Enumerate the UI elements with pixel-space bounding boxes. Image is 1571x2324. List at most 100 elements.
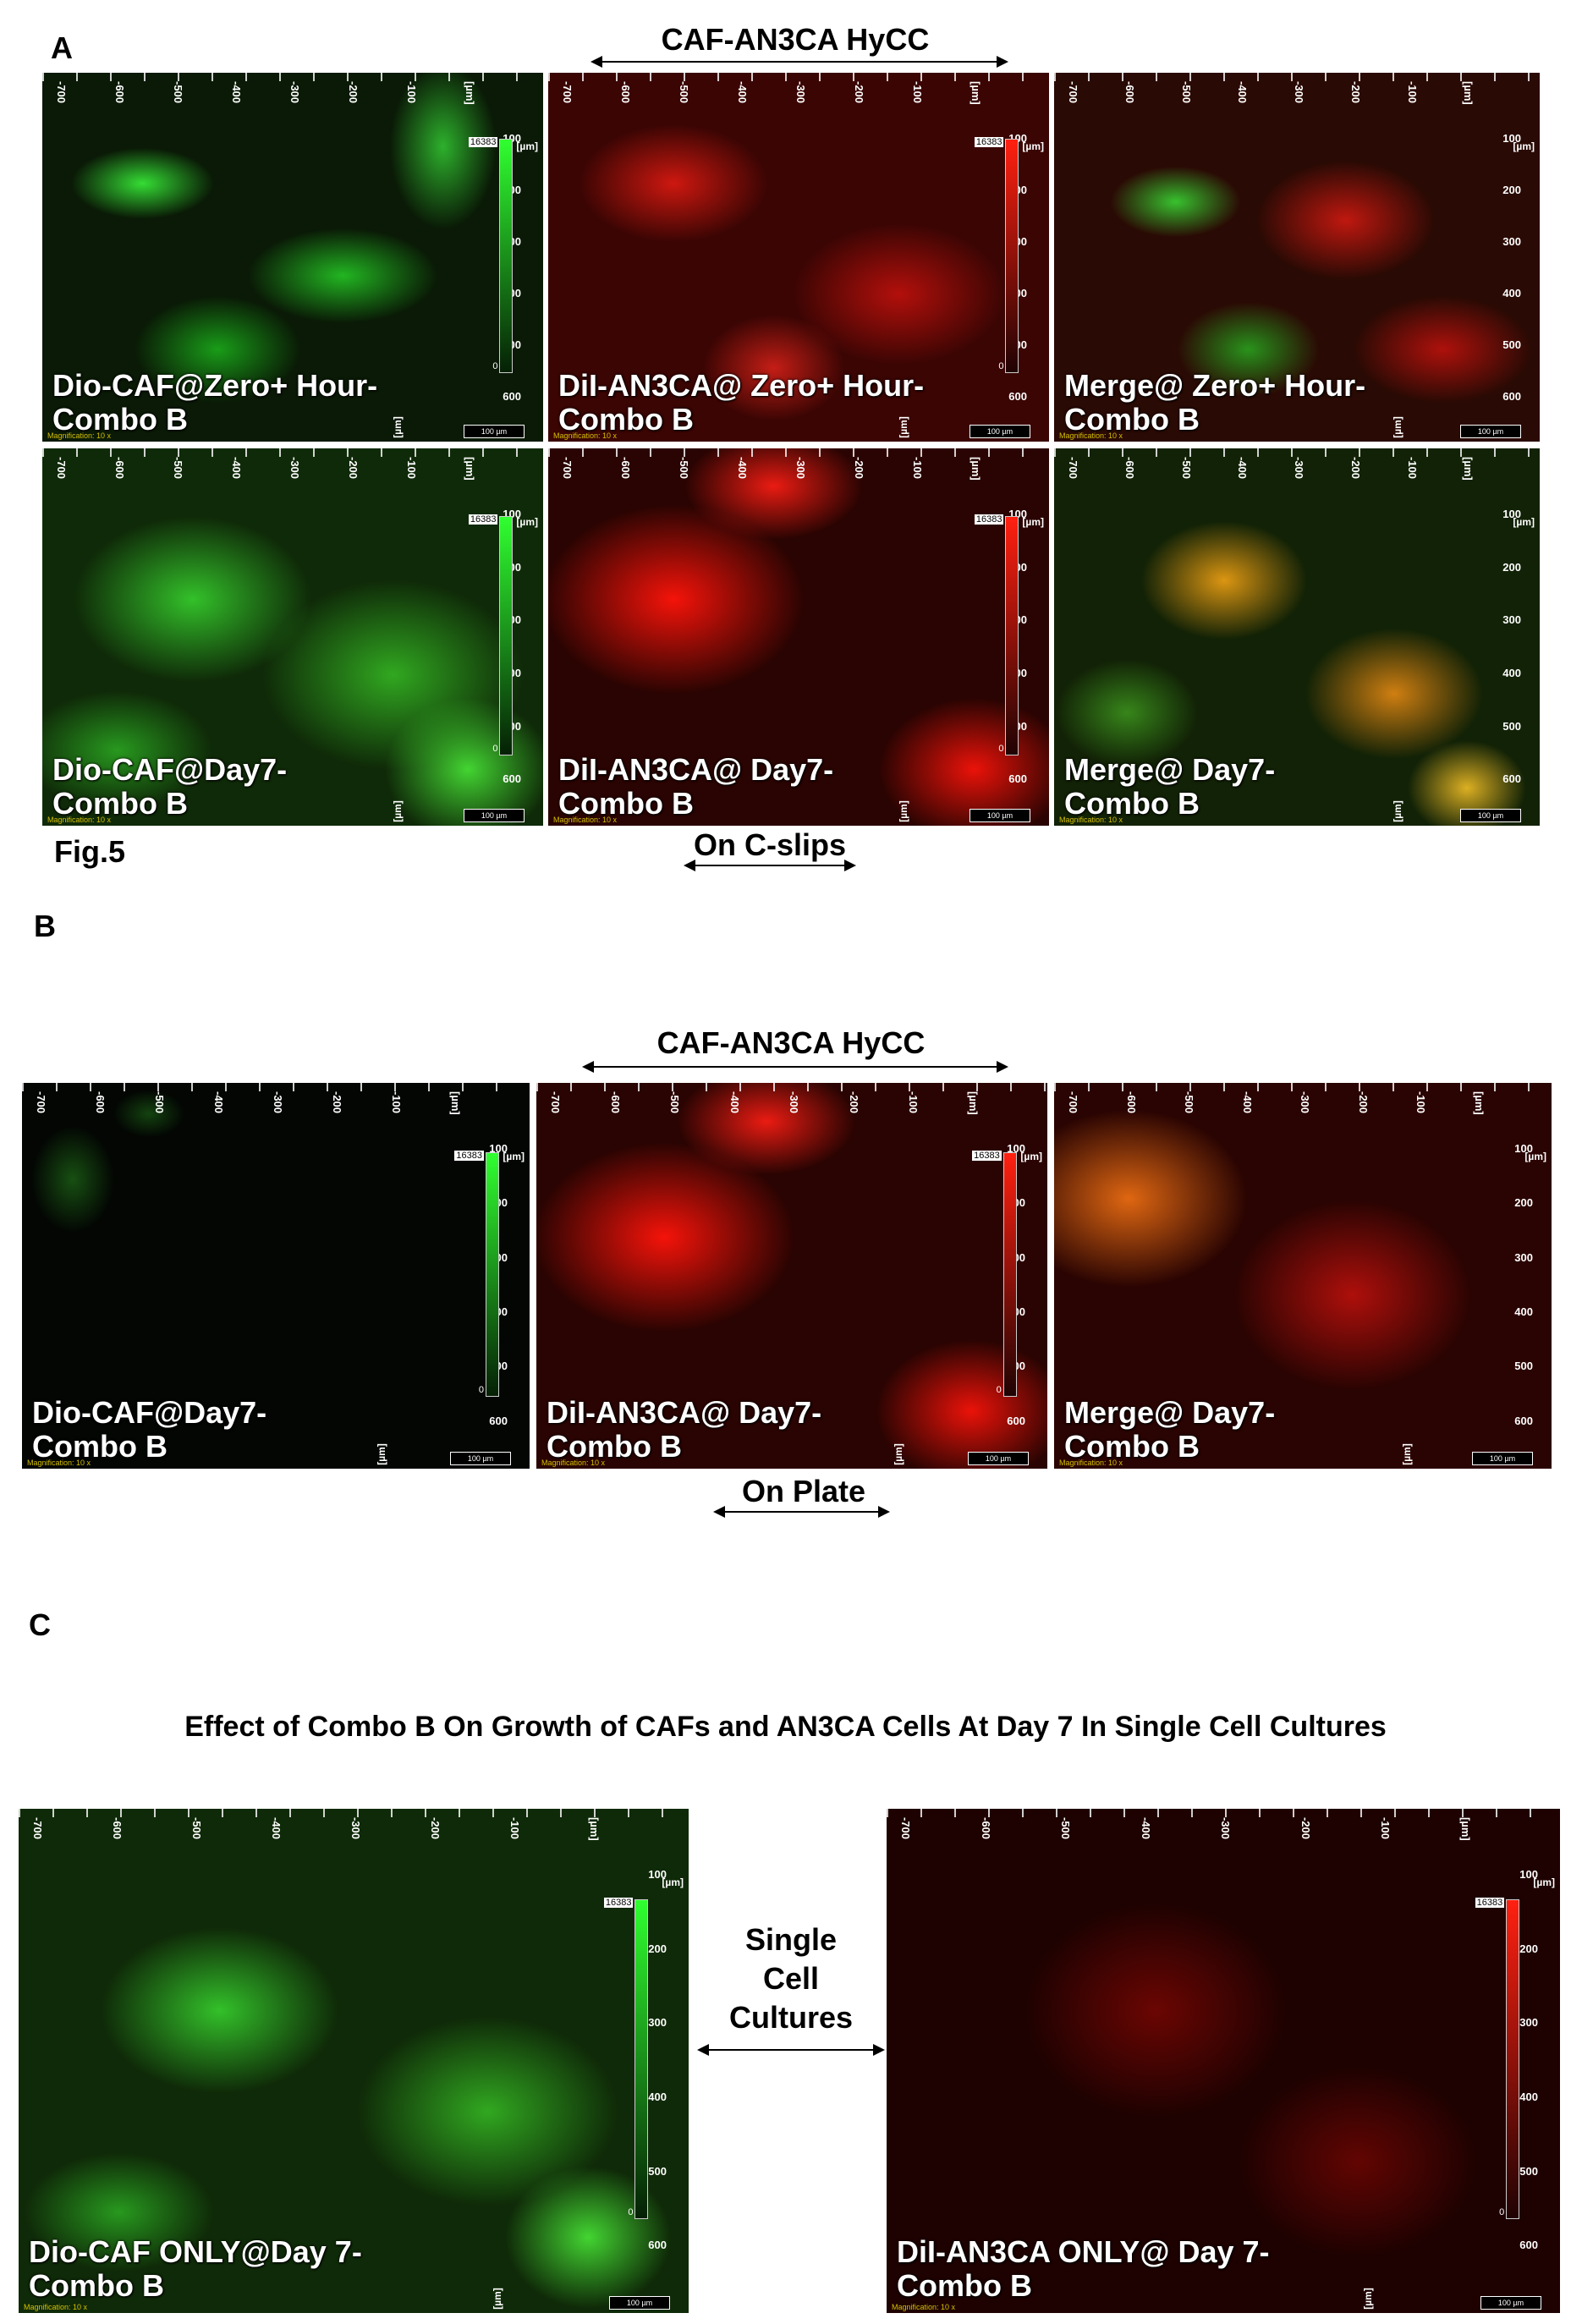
magnification-label: Magnification: 10 x	[541, 1459, 606, 1467]
top-tick-label: -500	[153, 1091, 166, 1114]
unit-label: [µm]	[1022, 140, 1044, 152]
right-tick-label: 400	[1514, 1305, 1533, 1318]
top-tick-label: -200	[1349, 81, 1362, 104]
unit-label: [µm]	[1020, 1151, 1042, 1162]
unit-label: [µm]	[516, 516, 538, 528]
top-tick-label: -500	[668, 1091, 681, 1114]
single-cell-cultures-label: Single Cell Cultures	[706, 1920, 876, 2037]
right-tick-label: 300	[1502, 235, 1521, 248]
right-tick-label: 500	[1514, 1360, 1533, 1373]
top-tick-label: [µm]	[464, 457, 476, 481]
top-tick-label: -600	[979, 1817, 992, 1840]
top-tick-label: -500	[1179, 81, 1193, 104]
magnification-label: Magnification: 10 x	[553, 816, 618, 824]
right-tick-label: 100	[1514, 1142, 1533, 1155]
panel-a-dio-caf-zero: -700-600-500-400-300-200-100[µm]10020030…	[42, 73, 543, 442]
top-tick-label: -500	[1183, 1091, 1195, 1114]
top-tick-label: [µm]	[970, 457, 982, 481]
magnification-label: Magnification: 10 x	[1059, 431, 1123, 440]
top-tick-label: -300	[1219, 1817, 1232, 1840]
right-tick-label: 400	[648, 2091, 667, 2103]
intensity-scale-bar	[1005, 516, 1019, 756]
top-tick-label: -700	[1067, 81, 1079, 104]
top-tick-label: -600	[113, 81, 126, 104]
section-b-footer-arrow	[713, 1506, 890, 1518]
section-b-header: CAF-AN3CA HyCC	[656, 1025, 926, 1060]
unit-label-bottom: [µm]	[893, 1443, 905, 1465]
section-b-header-arrow	[582, 1061, 1008, 1073]
panel-caption-line-2: Combo B	[558, 786, 694, 821]
top-tick-label: -300	[1299, 1091, 1311, 1114]
section-label-a: A	[51, 30, 73, 65]
unit-label-bottom: [µm]	[1361, 2288, 1374, 2310]
panel-caption-line-1: Dio-CAF ONLY@Day 7-	[29, 2234, 362, 2269]
intensity-min-label: 0	[1499, 2206, 1505, 2217]
panel-caption: Merge@ Zero+ Hour- Combo B	[1064, 369, 1365, 437]
right-tick-label: 400	[1502, 667, 1521, 679]
top-tick-label: [µm]	[966, 1091, 980, 1115]
right-tick-label: 600	[503, 390, 521, 403]
top-ruler	[1054, 448, 1540, 482]
panel-caption-line-2: Combo B	[558, 402, 694, 437]
top-tick-label: [µm]	[1472, 1091, 1486, 1115]
top-tick-label: -400	[1139, 1817, 1152, 1840]
top-ruler	[548, 448, 1049, 482]
top-ruler	[42, 448, 543, 482]
right-tick-label: 200	[1502, 184, 1521, 196]
top-tick-label: -300	[1293, 457, 1305, 480]
top-tick-label: -700	[1067, 1091, 1079, 1114]
scale-bar-box: 100 µm	[1460, 809, 1521, 822]
panel-caption-line-2: Combo B	[52, 402, 188, 437]
right-tick-label: 200	[1519, 1942, 1538, 1955]
unit-label: [µm]	[503, 1151, 525, 1162]
top-tick-label: -600	[619, 457, 632, 480]
top-tick-label: -200	[1299, 1817, 1312, 1840]
scale-bar-box: 100 µm	[1480, 2296, 1541, 2310]
panel-caption-line-2: Combo B	[1064, 1429, 1200, 1464]
magnification-label: Magnification: 10 x	[1059, 816, 1123, 824]
scale-bar-box: 100 µm	[609, 2296, 670, 2310]
intensity-min-label: 0	[998, 361, 1004, 372]
top-tick-label: -700	[55, 81, 68, 104]
top-tick-label: -100	[1405, 457, 1419, 480]
panel-caption: DiI-AN3CA@ Day7- Combo B	[558, 753, 833, 821]
panel-caption-line-1: DiI-AN3CA@ Day7-	[558, 752, 834, 787]
top-tick-label: -100	[390, 1091, 403, 1114]
middle-label-line-2: Cell	[762, 1961, 820, 1996]
top-tick-label: -200	[853, 81, 865, 104]
top-tick-label: -400	[230, 457, 243, 480]
section-label-c: C	[29, 1607, 51, 1642]
top-tick-label: -400	[1240, 1091, 1254, 1114]
section-a-header: CAF-AN3CA HyCC	[661, 22, 930, 57]
magnification-label: Magnification: 10 x	[47, 816, 112, 824]
unit-label-bottom: [µm]	[1392, 800, 1404, 822]
panel-caption-line-1: DiI-AN3CA@ Zero+ Hour-	[558, 368, 925, 403]
top-ruler	[536, 1083, 1047, 1117]
right-tick-label: 600	[1502, 390, 1521, 403]
intensity-min-label: 0	[996, 1385, 1002, 1396]
panel-b-dio-caf-day7: -700-600-500-400-300-200-100[µm]10020030…	[22, 1083, 530, 1469]
intensity-max-label: 16383	[454, 1151, 484, 1162]
right-tick-label: 500	[1519, 2164, 1538, 2178]
magnification-label: Magnification: 10 x	[47, 431, 112, 440]
panel-a-dio-caf-day7: -700-600-500-400-300-200-100[µm]10020030…	[42, 448, 543, 826]
top-tick-label: -400	[230, 81, 243, 104]
intensity-min-label: 0	[998, 744, 1004, 755]
panel-caption-line-2: Combo B	[29, 2268, 164, 2303]
top-tick-label: -300	[1293, 81, 1305, 104]
intensity-scale-bar	[499, 516, 514, 756]
scale-bar-box: 100 µm	[464, 425, 525, 438]
right-tick-label: 600	[1502, 772, 1521, 786]
right-tick-label: 600	[1514, 1414, 1533, 1427]
panel-b-merge-day7: -700 -600 -500 -400 -300 -200 -100 [µm] 100 200 30…	[1054, 1083, 1552, 1469]
top-tick-label: -400	[1236, 457, 1250, 480]
top-tick-label: [µm]	[970, 81, 982, 105]
panel-caption-line-1: DiI-AN3CA@ Day7-	[547, 1395, 822, 1430]
unit-label-bottom: [µm]	[491, 2288, 503, 2310]
top-tick-label: -600	[619, 81, 632, 104]
intensity-scale-bar	[1005, 139, 1019, 374]
top-tick-label: -500	[190, 1817, 203, 1840]
panel-caption: Dio-CAF@Day7- Combo B	[52, 753, 287, 821]
top-tick-label: [µm]	[1458, 1817, 1472, 1841]
unit-label: [µm]	[1513, 516, 1535, 528]
